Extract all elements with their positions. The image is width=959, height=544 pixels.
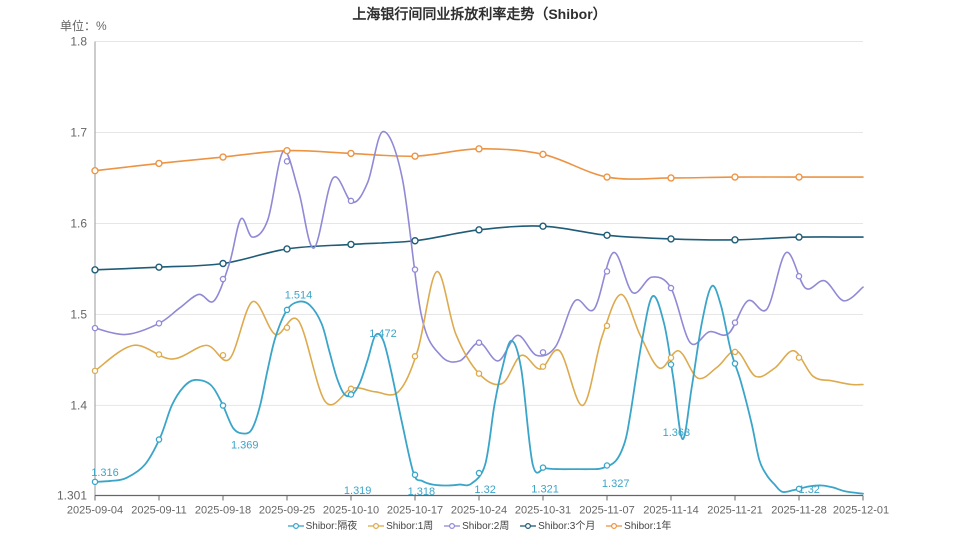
- svg-text:2025-11-14: 2025-11-14: [643, 505, 698, 517]
- svg-text:1.8: 1.8: [70, 35, 87, 49]
- svg-text:2025-11-07: 2025-11-07: [579, 505, 634, 517]
- svg-text:1.319: 1.319: [344, 485, 372, 497]
- svg-text:1.369: 1.369: [231, 440, 259, 452]
- svg-text:2025-09-25: 2025-09-25: [259, 505, 315, 517]
- svg-text:1.318: 1.318: [408, 486, 436, 498]
- svg-text:2025-12-01: 2025-12-01: [833, 505, 889, 517]
- svg-text:2025-09-04: 2025-09-04: [67, 505, 123, 517]
- svg-text:2025-11-28: 2025-11-28: [771, 505, 826, 517]
- svg-text:1.321: 1.321: [531, 483, 559, 495]
- svg-text:1.4: 1.4: [70, 398, 87, 412]
- svg-text:2025-09-11: 2025-09-11: [131, 505, 186, 517]
- svg-text:1.514: 1.514: [285, 290, 313, 302]
- svg-text:1.363: 1.363: [663, 427, 691, 439]
- svg-text:1.6: 1.6: [70, 216, 87, 230]
- svg-text:2025-10-17: 2025-10-17: [387, 505, 443, 517]
- svg-text:2025-11-21: 2025-11-21: [707, 505, 762, 517]
- svg-text:2025-10-24: 2025-10-24: [451, 505, 507, 517]
- svg-text:1.7: 1.7: [70, 125, 87, 139]
- svg-text:1.327: 1.327: [602, 478, 630, 490]
- svg-text:1.316: 1.316: [91, 467, 119, 479]
- svg-text:1.32: 1.32: [799, 484, 820, 496]
- svg-text:1.472: 1.472: [369, 328, 397, 340]
- svg-text:1.301: 1.301: [57, 489, 87, 503]
- svg-text:2025-10-31: 2025-10-31: [515, 505, 571, 517]
- svg-text:2025-09-18: 2025-09-18: [195, 505, 251, 517]
- svg-text:2025-10-10: 2025-10-10: [323, 505, 379, 517]
- svg-text:1.32: 1.32: [474, 484, 495, 496]
- svg-text:1.5: 1.5: [70, 307, 87, 321]
